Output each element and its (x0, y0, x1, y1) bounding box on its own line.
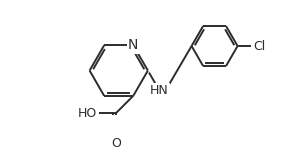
Text: N: N (128, 38, 139, 52)
Text: HO: HO (78, 107, 97, 120)
Text: Cl: Cl (253, 39, 265, 52)
Text: HN: HN (150, 84, 169, 97)
Text: O: O (111, 137, 121, 150)
